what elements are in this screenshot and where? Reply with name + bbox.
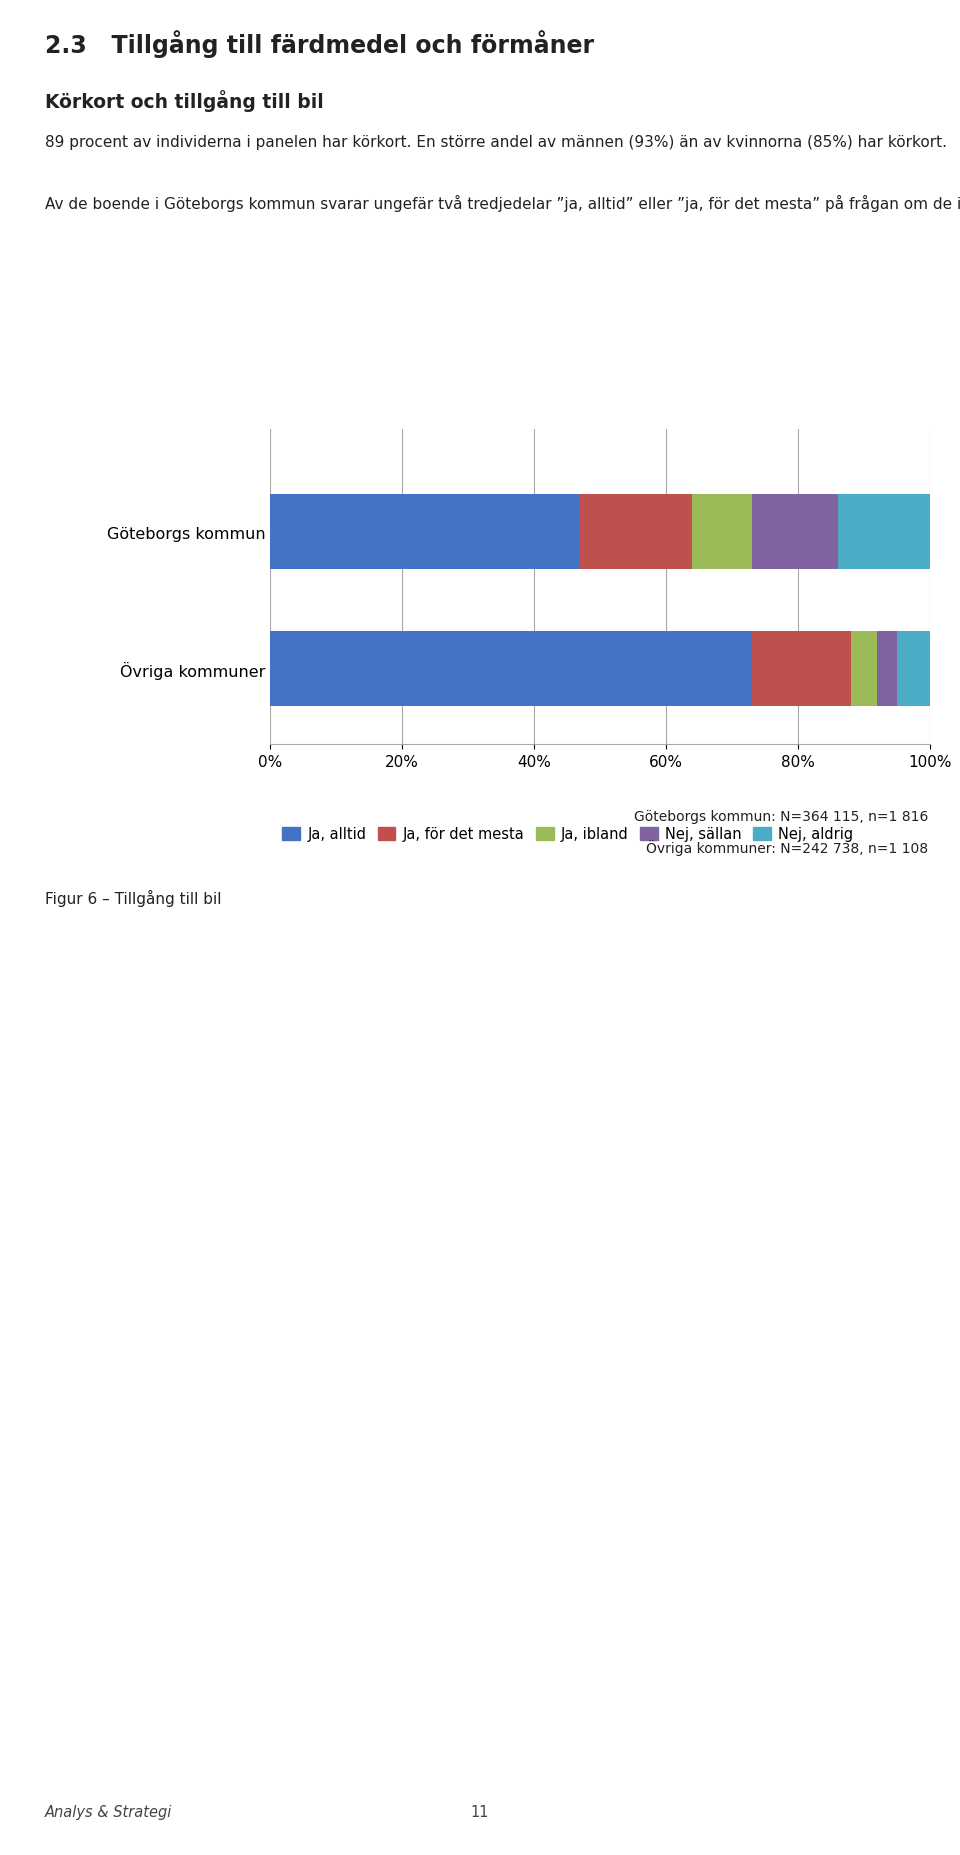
- Bar: [752, 633, 851, 707]
- Text: Analys & Strategi: Analys & Strategi: [45, 1805, 173, 1820]
- Bar: [580, 495, 692, 569]
- Bar: [897, 633, 930, 707]
- Text: Av de boende i Göteborgs kommun svarar ungefär två tredjedelar ”ja, alltid” elle: Av de boende i Göteborgs kommun svarar u…: [45, 195, 960, 211]
- Bar: [270, 633, 752, 707]
- Bar: [877, 633, 897, 707]
- Text: Övriga kommuner: N=242 738, n=1 108: Övriga kommuner: N=242 738, n=1 108: [646, 840, 928, 855]
- Text: 11: 11: [470, 1805, 490, 1820]
- Text: 2.3   Tillgång till färdmedel och förmåner: 2.3 Tillgång till färdmedel och förmåner: [45, 30, 594, 58]
- Text: Körkort och tillgång till bil: Körkort och tillgång till bil: [45, 89, 324, 111]
- Bar: [837, 495, 930, 569]
- Legend: Ja, alltid, Ja, för det mesta, Ja, ibland, Nej, sällan, Nej, aldrig: Ja, alltid, Ja, för det mesta, Ja, iblan…: [276, 822, 859, 848]
- Text: Göteborgs kommun: N=364 115, n=1 816: Göteborgs kommun: N=364 115, n=1 816: [634, 809, 928, 824]
- Text: 89 procent av individerna i panelen har körkort. En större andel av männen (93%): 89 procent av individerna i panelen har …: [45, 135, 947, 150]
- Bar: [692, 495, 752, 569]
- Bar: [752, 495, 837, 569]
- Bar: [270, 495, 580, 569]
- Bar: [851, 633, 877, 707]
- Text: Figur 6 – Tillgång till bil: Figur 6 – Tillgång till bil: [45, 890, 222, 907]
